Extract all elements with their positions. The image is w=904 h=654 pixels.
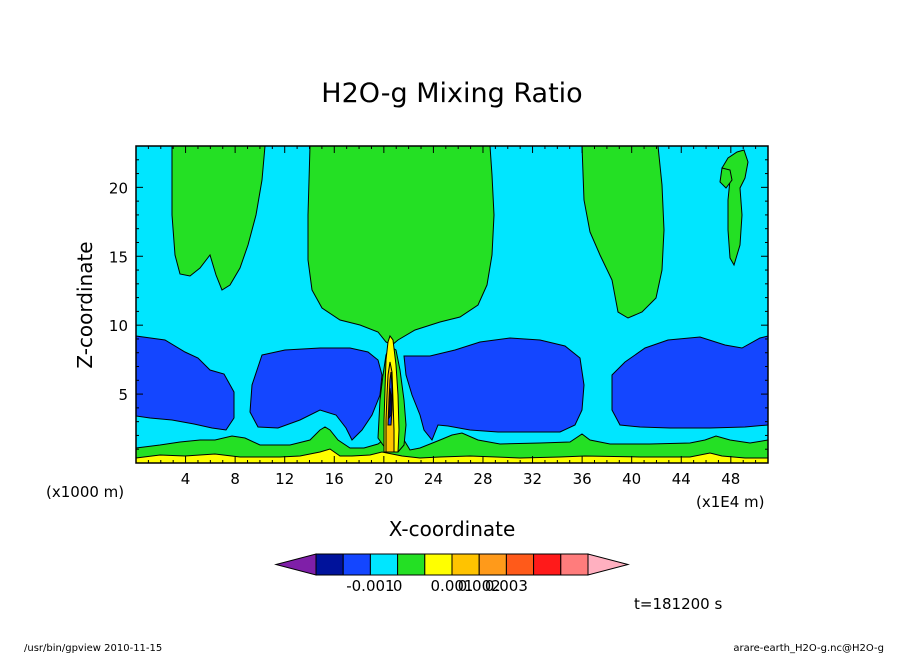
x-tick-label: 32: [523, 470, 542, 488]
chart-title: H2O-g Mixing Ratio: [321, 78, 582, 109]
colorbar-tick-label: 0.002: [458, 577, 501, 595]
colorbar-swatch: [560, 553, 589, 576]
central-column-darkblue: [388, 387, 392, 420]
colorbar-swatch: [451, 553, 480, 576]
colorbar-swatch: [315, 553, 344, 576]
time-label: t=181200 s: [634, 595, 722, 613]
colorbar-tick-label: 0: [393, 577, 403, 595]
colorbar-swatch: [505, 553, 535, 576]
green-plume-5: [719, 167, 733, 189]
colorbar-tick-label: 0.001: [431, 577, 474, 595]
x-tick-label: 28: [473, 470, 492, 488]
colorbar: [274, 553, 630, 576]
colorbar-swatch: [369, 553, 399, 576]
y-unit-label: (x1000 m): [46, 483, 124, 501]
green-plume-2: [307, 145, 495, 346]
plot-frame: [135, 145, 769, 464]
colorbar-swatch: [533, 553, 562, 576]
y-axis-ticks: 5 10 15 20: [109, 159, 768, 450]
green-plume-3: [581, 145, 665, 319]
footer-right: arare-earth_H2O-g.nc@H2O-g: [733, 643, 884, 654]
yellow-ground-layer: [135, 448, 769, 464]
contour-plot: [135, 145, 769, 464]
colorbar-swatch: [424, 553, 453, 576]
colorbar-tick-label: 0.003: [485, 577, 528, 595]
y-tick-label: 5: [118, 386, 128, 404]
blue-lobe-2: [249, 347, 383, 441]
x-tick-label: 16: [325, 470, 344, 488]
x-tick-label: 44: [672, 470, 691, 488]
y-tick-label: 10: [109, 317, 128, 335]
colorbar-swatch: [397, 553, 426, 576]
x-tick-label: 4: [181, 470, 191, 488]
x-tick-label: 20: [374, 470, 393, 488]
colorbar-tick-label: -0.001: [346, 577, 394, 595]
blue-lobe-1: [135, 335, 235, 431]
y-axis-label: Z-coordinate: [73, 241, 97, 368]
y-tick-label: 20: [109, 179, 128, 197]
footer-left: /usr/bin/gpview 2010-11-15: [24, 643, 162, 654]
x-tick-label: 12: [275, 470, 294, 488]
x-tick-label: 8: [230, 470, 240, 488]
x-tick-label: 36: [573, 470, 592, 488]
x-tick-label: 48: [721, 470, 740, 488]
green-plume-1: [171, 145, 266, 291]
blue-lobe-3: [403, 337, 585, 441]
green-low-band: [135, 426, 769, 464]
colorbar-swatch: [478, 553, 507, 576]
x-unit-label: (x1E4 m): [696, 493, 765, 511]
colorbar-min-arrow: [274, 553, 317, 576]
x-axis-ticks: 4 8 12 16 20 24 28 32 36 40 44 48: [147, 146, 757, 488]
x-tick-label: 40: [622, 470, 641, 488]
colorbar-swatch: [342, 553, 371, 576]
x-axis-label: X-coordinate: [389, 517, 516, 541]
colorbar-max-arrow: [587, 553, 630, 576]
y-tick-label: 15: [109, 248, 128, 266]
x-tick-label: 24: [424, 470, 443, 488]
